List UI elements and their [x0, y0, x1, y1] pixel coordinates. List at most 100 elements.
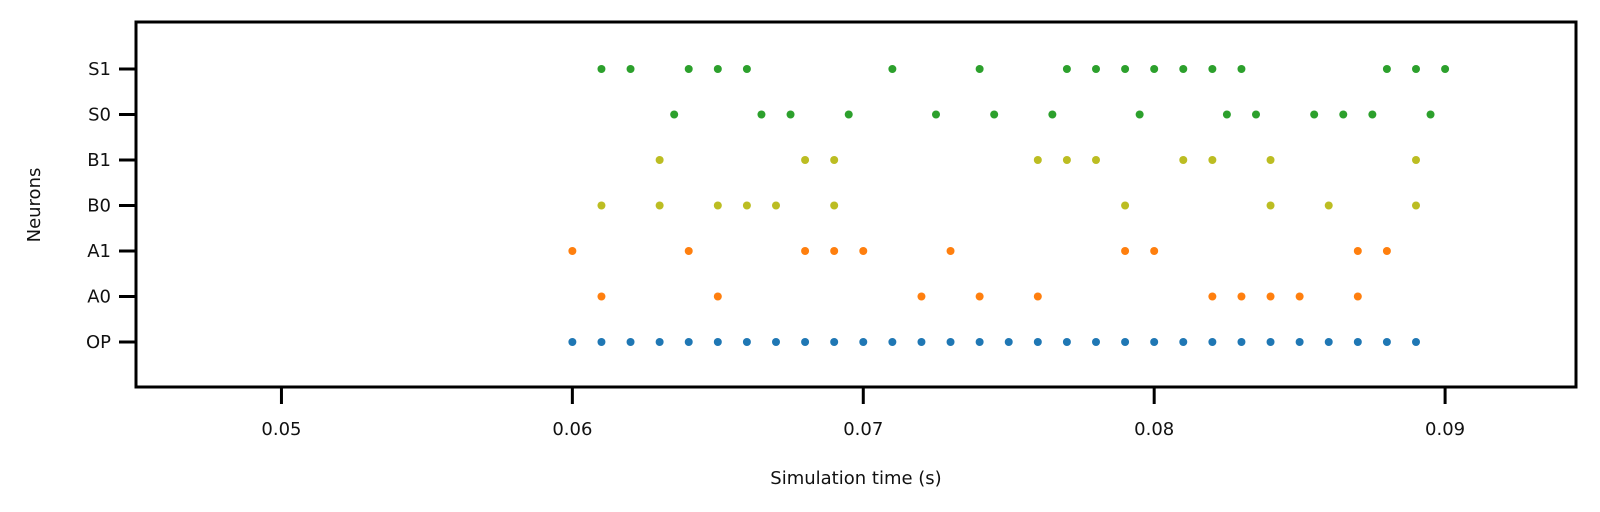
spike-point-op	[1150, 338, 1159, 346]
spike-point-a1	[946, 247, 955, 255]
spike-point-s1	[742, 65, 751, 73]
spike-point-op	[946, 338, 955, 346]
spike-point-a0	[1353, 292, 1362, 301]
spike-point-s1	[1179, 65, 1188, 73]
spike-point-op	[568, 338, 577, 346]
spike-point-a0	[597, 292, 606, 301]
spike-point-b0	[655, 201, 664, 210]
spike-point-a1	[684, 247, 693, 255]
spike-point-op	[655, 338, 664, 346]
spike-point-op	[1004, 338, 1013, 346]
x-tick-label: 0.06	[552, 419, 592, 440]
spike-point-a1	[1150, 247, 1159, 255]
spike-point-op	[830, 338, 839, 346]
spike-point-s0	[1252, 110, 1260, 119]
spike-point-s1	[1441, 65, 1450, 73]
spike-point-s1	[626, 65, 635, 73]
x-tick-label: 0.09	[1425, 419, 1465, 440]
spike-point-a0	[1033, 292, 1042, 301]
spike-point-b1	[1062, 156, 1071, 164]
spike-point-s1	[888, 65, 897, 73]
spike-point-op	[1412, 338, 1420, 346]
spike-point-b1	[1092, 156, 1100, 164]
spike-point-op	[1179, 338, 1188, 346]
spike-point-s1	[975, 65, 984, 73]
spike-point-b0	[742, 201, 751, 210]
spike-point-op	[1353, 338, 1362, 346]
spike-point-a0	[1295, 292, 1304, 301]
spike-point-a1	[801, 247, 810, 255]
x-tick-label: 0.07	[843, 419, 883, 440]
spike-point-op	[975, 338, 984, 346]
spike-point-a0	[1208, 292, 1217, 301]
spike-point-b1	[1033, 156, 1042, 164]
spike-point-b0	[1324, 201, 1333, 210]
spike-point-op	[888, 338, 897, 346]
y-tick-label-op: OP	[86, 332, 111, 353]
spike-point-op	[713, 338, 722, 346]
spike-point-op	[1092, 338, 1100, 346]
spike-point-op	[742, 338, 751, 346]
spike-point-s0	[1339, 110, 1348, 119]
spike-point-s1	[1150, 65, 1159, 73]
spike-point-s1	[1382, 65, 1391, 73]
spike-point-a0	[1237, 292, 1246, 301]
spike-point-op	[1208, 338, 1217, 346]
spike-point-op	[684, 338, 693, 346]
y-axis-label: Neurons	[24, 168, 45, 243]
spike-point-s0	[932, 110, 940, 119]
spike-point-s0	[1310, 110, 1319, 119]
spike-point-b1	[1208, 156, 1217, 164]
spike-point-a0	[713, 292, 722, 301]
spike-point-b0	[830, 201, 839, 210]
spike-point-op	[917, 338, 926, 346]
spike-point-s0	[786, 110, 795, 119]
y-tick-label-s0: S0	[88, 105, 111, 126]
spike-point-a1	[1382, 247, 1391, 255]
spike-point-a0	[975, 292, 984, 301]
spike-point-s0	[757, 110, 766, 119]
spike-point-a1	[568, 247, 577, 255]
y-axis: OP A0 A1 B0 B1 S0 S1	[86, 59, 136, 353]
spike-point-b1	[801, 156, 810, 164]
spike-point-s0	[844, 110, 853, 119]
spike-point-op	[772, 338, 780, 346]
spike-point-a0	[917, 292, 926, 301]
spike-point-a1	[859, 247, 868, 255]
spike-point-s0	[1426, 110, 1435, 119]
plot-frame	[134, 20, 1578, 389]
spike-point-op	[801, 338, 810, 346]
spike-point-s1	[1208, 65, 1217, 73]
y-tick-label-a0: A0	[87, 287, 111, 308]
spike-point-b0	[597, 201, 606, 210]
spike-point-s1	[1121, 65, 1130, 73]
x-tick-label: 0.08	[1134, 419, 1174, 440]
y-tick-label-b1: B1	[87, 150, 111, 171]
spike-point-op	[1062, 338, 1071, 346]
spike-point-b1	[830, 156, 839, 164]
spike-point-op	[1295, 338, 1304, 346]
spike-point-s1	[1062, 65, 1071, 73]
spike-point-s0	[990, 110, 999, 119]
spike-point-s1	[1237, 65, 1246, 73]
x-axis: 0.05 0.06 0.07 0.08 0.09	[261, 387, 1465, 440]
spike-point-a1	[1353, 247, 1362, 255]
spike-point-s0	[1135, 110, 1144, 119]
spike-point-b0	[713, 201, 722, 210]
spike-point-s1	[1092, 65, 1100, 73]
spike-point-op	[626, 338, 635, 346]
y-tick-label-s1: S1	[88, 59, 111, 80]
spike-point-s1	[597, 65, 606, 73]
spike-point-op	[1033, 338, 1042, 346]
spike-point-b0	[1412, 201, 1420, 210]
spike-point-op	[1382, 338, 1391, 346]
spike-point-a1	[1121, 247, 1130, 255]
spike-points	[568, 65, 1450, 346]
spike-point-s0	[670, 110, 679, 119]
y-tick-label-a1: A1	[87, 241, 111, 262]
spike-point-b1	[1179, 156, 1188, 164]
spike-point-op	[1121, 338, 1130, 346]
spike-point-op	[1237, 338, 1246, 346]
